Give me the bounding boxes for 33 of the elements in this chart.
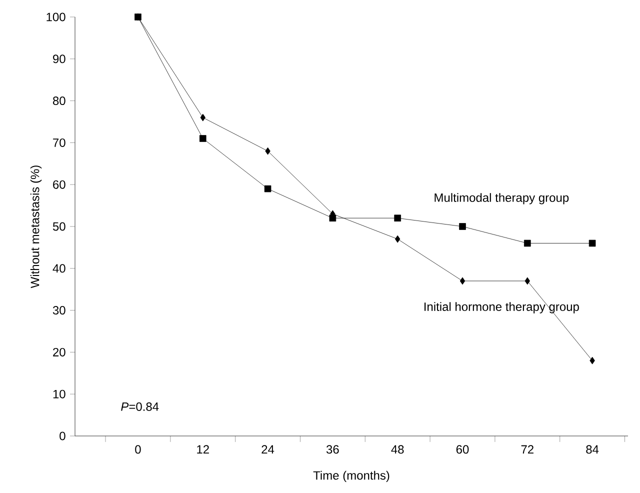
series-label: Multimodal therapy group: [434, 193, 569, 204]
point: [459, 223, 466, 230]
x-tick-label: 12: [197, 445, 209, 454]
point: [199, 135, 206, 142]
x-tick-label: 0: [135, 445, 141, 454]
y-tick-label: 20: [53, 348, 66, 356]
x-tick-label: 84: [586, 445, 599, 454]
point: [460, 277, 466, 285]
annotation: P=0.84: [121, 402, 159, 411]
point: [394, 214, 401, 222]
y-tick-label: 80: [52, 96, 66, 106]
point: [264, 185, 272, 192]
y-tick-label: 10: [53, 390, 66, 398]
point: [329, 214, 336, 222]
x-tick-label: 36: [326, 445, 339, 454]
y-tick-label: 30: [52, 306, 66, 315]
y-tick-label: 90: [53, 54, 66, 64]
x-axis-title: Time (months): [313, 470, 390, 482]
x-tick-label: 60: [456, 445, 469, 454]
y-tick-label: 70: [53, 138, 66, 147]
point: [588, 240, 596, 247]
x-tick-label: 72: [521, 445, 534, 454]
point: [394, 235, 400, 243]
x-tick-label: 24: [262, 445, 274, 454]
y-tick-label: 100: [46, 12, 66, 22]
point: [524, 240, 531, 247]
series-label: Initial hormone therapy group: [424, 302, 579, 314]
x-tick-label: 48: [391, 445, 404, 454]
y-tick-label: 60: [53, 180, 66, 189]
y-tick-label: 0: [60, 432, 66, 440]
y-axis-title: Without metastasis (%): [30, 166, 42, 288]
y-tick-label: 40: [52, 264, 66, 273]
y-tick-label: 50: [52, 222, 66, 231]
